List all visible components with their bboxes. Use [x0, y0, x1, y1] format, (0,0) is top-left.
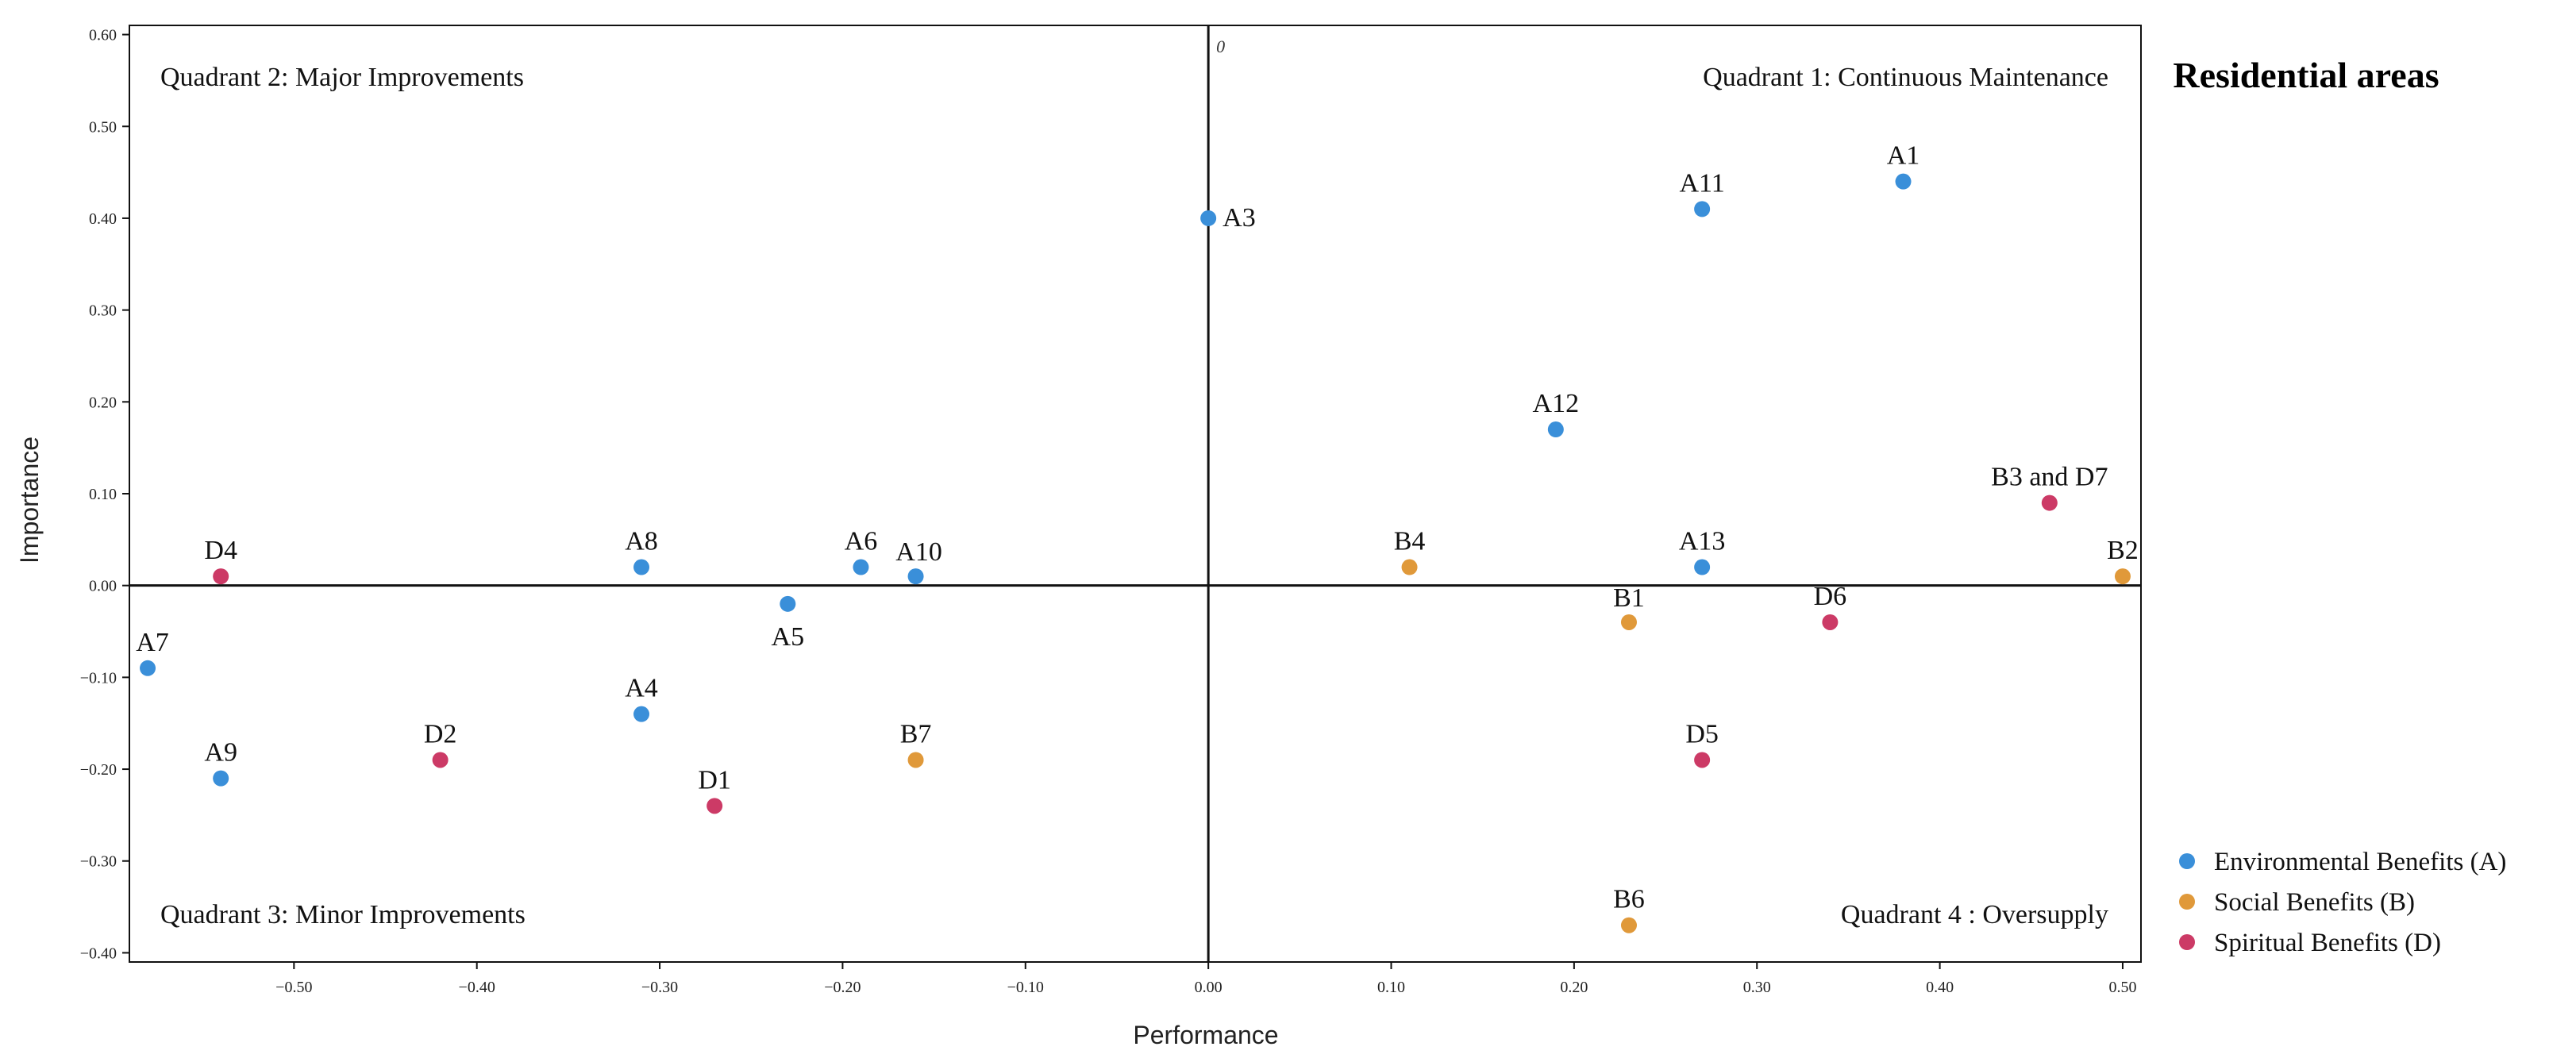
x-tick-label: −0.40	[459, 979, 495, 996]
y-tick-label: −0.40	[80, 945, 117, 962]
point-a6	[853, 559, 869, 575]
point-label: A13	[1679, 527, 1726, 556]
point-d6	[1822, 614, 1839, 630]
plot-frame	[129, 25, 2142, 963]
point-label: D5	[1685, 719, 1719, 748]
legend-marker	[2179, 853, 2195, 869]
point-label: D1	[698, 765, 731, 795]
y-tick-label: 0.10	[89, 486, 117, 503]
point-b7	[907, 752, 924, 768]
point-label: D4	[204, 536, 237, 565]
legend-label: Spiritual Benefits (D)	[2214, 929, 2441, 957]
point-label: D6	[1814, 582, 1847, 611]
quadrant-3-label: Quadrant 3: Minor Improvements	[160, 900, 526, 929]
point-label: B1	[1613, 583, 1645, 613]
point-a5	[780, 595, 796, 612]
point-d2	[432, 752, 449, 768]
point-label: B4	[1394, 527, 1426, 556]
point-label: B6	[1613, 885, 1645, 914]
point-d1	[707, 798, 723, 814]
point-b6	[1620, 917, 1637, 933]
y-tick-label: 0.20	[89, 394, 117, 411]
y-tick-label: −0.20	[80, 761, 117, 779]
data-points: A1 A3 A4 A5 A6 A7 A8 A9 A10 A11 A12 A13 B1 B2 B4 B6 B7 D1…	[136, 141, 2139, 933]
point-label: A4	[625, 674, 658, 703]
point-label: A10	[895, 537, 942, 567]
point-a1	[1895, 173, 1912, 190]
point-a12	[1547, 421, 1564, 438]
y-tick-label: 0.30	[89, 302, 117, 320]
point-a8	[633, 559, 650, 575]
point-label: A8	[625, 527, 658, 556]
legend: Environmental Benefits (A) Social Benefit…	[2179, 848, 2506, 957]
point-a4	[633, 706, 650, 722]
point-label: A7	[136, 628, 169, 657]
x-axis-title: Performance	[1133, 1021, 1278, 1049]
quadrant-labels: Quadrant 2: Major Improvements Quadrant …	[160, 63, 2108, 929]
x-tick-label: 0.50	[2108, 979, 2136, 996]
y-tick-label: −0.10	[80, 669, 117, 687]
point-label: D2	[424, 719, 457, 748]
point-a10	[907, 568, 924, 585]
point-d4	[213, 568, 229, 585]
x-tick-label: 0.10	[1377, 979, 1405, 996]
point-a7	[140, 660, 156, 676]
quadrant-4-label: Quadrant 4 : Oversupply	[1841, 900, 2108, 929]
x-tick-label: −0.10	[1007, 979, 1044, 996]
point-b2	[2114, 568, 2131, 585]
point-label: A12	[1533, 389, 1580, 418]
x-tick-label: 0.30	[1743, 979, 1771, 996]
point-a3	[1200, 210, 1217, 226]
quadrant-2-label: Quadrant 2: Major Improvements	[160, 63, 524, 92]
point-b3-and-d7	[2041, 494, 2058, 511]
y-tick-label: 0.50	[89, 118, 117, 136]
legend-marker	[2179, 934, 2195, 950]
x-tick-label: −0.50	[275, 979, 312, 996]
point-label: B3 and D7	[1991, 463, 2108, 492]
legend-label: Environmental Benefits (A)	[2214, 848, 2506, 876]
x-tick-label: −0.20	[824, 979, 861, 996]
point-label: B7	[900, 719, 932, 748]
x-tick-label: 0.00	[1195, 979, 1223, 996]
legend-label: Social Benefits (B)	[2214, 888, 2415, 917]
point-label: A6	[845, 527, 878, 556]
point-label: B2	[2107, 536, 2139, 565]
x-tick-label: −0.30	[641, 979, 678, 996]
x-tick-label: 0.20	[1560, 979, 1588, 996]
origin-label: 0	[1216, 37, 1225, 56]
point-label: A3	[1223, 203, 1256, 233]
y-axis-title: Importance	[15, 437, 44, 564]
y-tick-label: −0.30	[80, 853, 117, 871]
point-a9	[213, 770, 229, 787]
y-tick-label: 0.60	[89, 27, 117, 44]
x-tick-label: 0.40	[1926, 979, 1954, 996]
quadrant-1-label: Quadrant 1: Continuous Maintenance	[1703, 63, 2108, 92]
point-label: A9	[204, 738, 237, 768]
point-a11	[1694, 201, 1711, 217]
point-b4	[1401, 559, 1418, 575]
point-a13	[1694, 559, 1711, 575]
y-tick-label: 0.40	[89, 210, 117, 228]
legend-marker	[2179, 894, 2195, 910]
point-d5	[1694, 752, 1711, 768]
chart-title: Residential areas	[2173, 55, 2439, 95]
point-label: A1	[1887, 141, 1920, 171]
axes-layer: 0 −0.50 −0.40 −0.30 −0.20 −0.10 0.00 0.10 0.20 0.…	[80, 25, 2142, 996]
point-label: A5	[772, 622, 805, 652]
y-tick-label: 0.00	[89, 578, 117, 595]
point-label: A11	[1679, 168, 1724, 198]
point-b1	[1620, 614, 1637, 630]
